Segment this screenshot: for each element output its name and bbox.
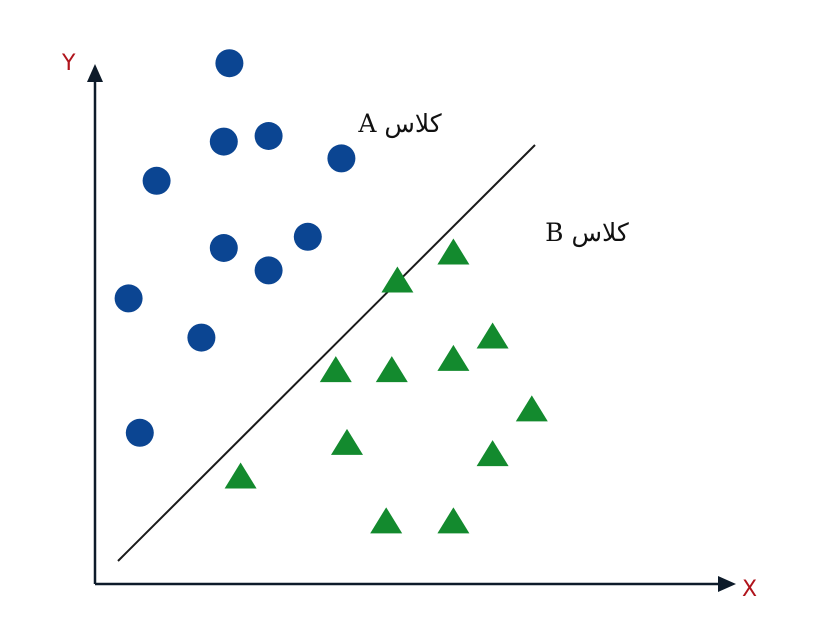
triangle-point: [476, 322, 509, 349]
data-points: [114, 49, 548, 534]
class-b-label: کلاس B: [545, 218, 629, 248]
triangle-point: [437, 344, 470, 371]
circle-point: [187, 323, 216, 352]
y-axis-label: Y: [61, 51, 76, 76]
triangle-point: [437, 238, 470, 265]
axes: Y X: [61, 51, 757, 602]
triangle-point: [331, 428, 363, 455]
decision-boundary-line: [117, 144, 536, 562]
triangle-point: [476, 440, 509, 467]
triangle-point: [375, 356, 408, 383]
triangle-point: [381, 266, 414, 293]
x-axis-label: X: [742, 577, 757, 602]
class-a-label: کلاس A: [357, 109, 441, 139]
circle-point: [215, 49, 244, 78]
x-axis-arrowhead: [718, 576, 736, 592]
circle-point: [209, 127, 238, 156]
y-axis-arrowhead: [87, 64, 103, 82]
circle-point: [209, 234, 238, 262]
triangle-point: [319, 356, 352, 383]
circle-point: [125, 418, 154, 447]
triangle-point: [370, 507, 403, 534]
circle-point: [254, 256, 283, 285]
circle-point: [114, 284, 143, 313]
circle-point: [293, 222, 322, 251]
triangle-point: [224, 462, 257, 489]
triangle-point: [515, 395, 548, 422]
triangle-point: [437, 507, 470, 534]
circle-point: [254, 122, 283, 150]
circle-point: [327, 144, 356, 173]
circle-point: [142, 166, 171, 195]
